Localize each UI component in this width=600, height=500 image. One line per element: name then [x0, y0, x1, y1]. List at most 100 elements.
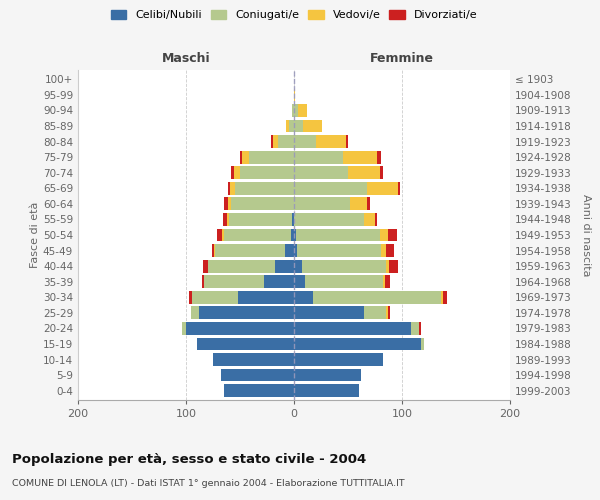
Bar: [292, 213, 294, 226]
Bar: [193, 291, 238, 304]
Bar: [386, 244, 394, 257]
Bar: [383, 276, 385, 288]
Bar: [294, 368, 361, 382]
Text: Popolazione per età, sesso e stato civile - 2004: Popolazione per età, sesso e stato civil…: [12, 452, 366, 466]
Bar: [380, 228, 388, 241]
Bar: [286, 120, 289, 132]
Bar: [248, 151, 294, 164]
Y-axis label: Fasce di età: Fasce di età: [30, 202, 40, 268]
Bar: [410, 322, 419, 335]
Bar: [294, 322, 410, 335]
Bar: [232, 198, 294, 210]
Bar: [235, 182, 294, 194]
Bar: [296, 228, 380, 241]
Bar: [214, 244, 215, 257]
Bar: [224, 384, 294, 397]
Bar: [213, 353, 294, 366]
Bar: [289, 120, 294, 132]
Bar: [294, 166, 348, 179]
Bar: [291, 228, 294, 241]
Bar: [294, 276, 305, 288]
Bar: [228, 182, 230, 194]
Bar: [388, 306, 390, 319]
Legend: Celibi/Nubili, Coniugati/e, Vedovi/e, Divorziati/e: Celibi/Nubili, Coniugati/e, Vedovi/e, Di…: [111, 10, 477, 20]
Bar: [294, 135, 316, 148]
Bar: [294, 182, 367, 194]
Bar: [199, 306, 294, 319]
Bar: [229, 213, 292, 226]
Bar: [294, 353, 383, 366]
Bar: [441, 291, 443, 304]
Bar: [297, 244, 382, 257]
Bar: [238, 291, 294, 304]
Bar: [398, 182, 400, 194]
Bar: [385, 276, 390, 288]
Bar: [197, 338, 294, 350]
Bar: [221, 228, 224, 241]
Bar: [233, 166, 240, 179]
Bar: [228, 198, 232, 210]
Bar: [294, 120, 302, 132]
Bar: [232, 166, 233, 179]
Bar: [375, 213, 377, 226]
Bar: [275, 260, 294, 272]
Bar: [302, 120, 322, 132]
Bar: [388, 228, 397, 241]
Bar: [264, 276, 294, 288]
Bar: [294, 338, 421, 350]
Bar: [294, 260, 302, 272]
Bar: [367, 198, 370, 210]
Bar: [240, 151, 242, 164]
Bar: [217, 228, 221, 241]
Bar: [286, 244, 294, 257]
Bar: [343, 151, 377, 164]
Bar: [186, 322, 294, 335]
Bar: [294, 88, 295, 102]
Bar: [305, 276, 383, 288]
Bar: [230, 182, 235, 194]
Bar: [224, 198, 228, 210]
Bar: [227, 213, 229, 226]
Bar: [419, 322, 421, 335]
Text: Maschi: Maschi: [161, 52, 211, 66]
Bar: [364, 213, 375, 226]
Bar: [189, 291, 193, 304]
Bar: [203, 260, 208, 272]
Bar: [274, 135, 278, 148]
Bar: [377, 151, 382, 164]
Bar: [367, 182, 398, 194]
Bar: [294, 213, 364, 226]
Bar: [224, 228, 291, 241]
Bar: [386, 306, 388, 319]
Bar: [223, 213, 227, 226]
Bar: [205, 276, 264, 288]
Bar: [298, 104, 307, 117]
Bar: [348, 166, 380, 179]
Bar: [294, 384, 359, 397]
Bar: [202, 276, 205, 288]
Bar: [271, 135, 274, 148]
Bar: [386, 260, 389, 272]
Bar: [346, 135, 348, 148]
Bar: [208, 260, 275, 272]
Bar: [294, 151, 343, 164]
Bar: [380, 166, 383, 179]
Bar: [182, 322, 186, 335]
Bar: [294, 306, 364, 319]
Bar: [313, 291, 441, 304]
Text: COMUNE DI LENOLA (LT) - Dati ISTAT 1° gennaio 2004 - Elaborazione TUTTITALIA.IT: COMUNE DI LENOLA (LT) - Dati ISTAT 1° ge…: [12, 479, 404, 488]
Bar: [350, 198, 367, 210]
Bar: [443, 291, 448, 304]
Bar: [278, 135, 294, 148]
Bar: [292, 104, 294, 117]
Bar: [240, 166, 294, 179]
Text: Femmine: Femmine: [370, 52, 434, 66]
Bar: [212, 244, 214, 257]
Bar: [294, 244, 297, 257]
Bar: [302, 260, 386, 272]
Bar: [191, 306, 199, 319]
Y-axis label: Anni di nascita: Anni di nascita: [581, 194, 591, 276]
Bar: [294, 198, 350, 210]
Bar: [389, 260, 398, 272]
Bar: [364, 306, 386, 319]
